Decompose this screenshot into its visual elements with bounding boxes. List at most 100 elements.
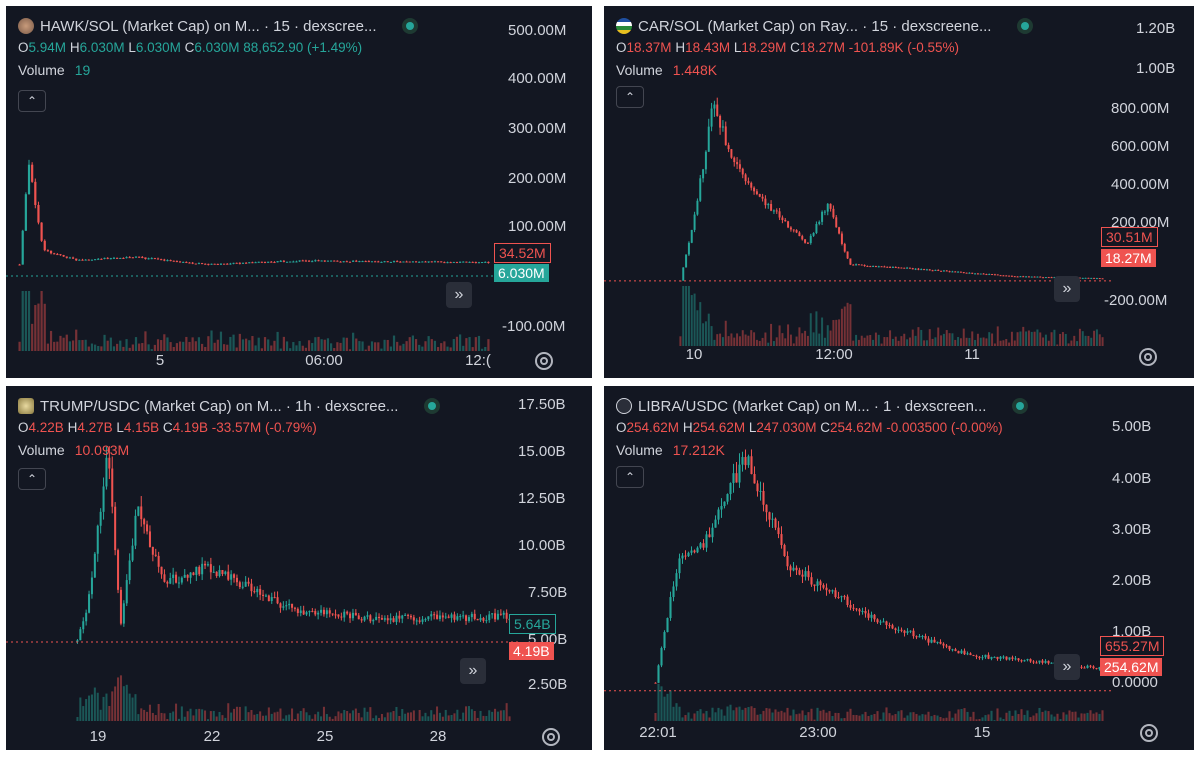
candle-body bbox=[682, 267, 685, 281]
candle-body bbox=[1044, 660, 1047, 663]
candle-body bbox=[1095, 668, 1098, 670]
volume-bar bbox=[380, 713, 383, 721]
volume-bar bbox=[894, 336, 897, 346]
candle-body bbox=[156, 258, 160, 260]
volume-bar bbox=[21, 291, 24, 351]
volume-bar bbox=[945, 330, 948, 346]
volume-bar bbox=[669, 690, 672, 721]
chart-panel-trump: TRUMP/USDC (Market Cap) on M... · 1h · d… bbox=[6, 386, 592, 750]
volume-bar bbox=[768, 708, 771, 721]
volume-bar bbox=[279, 708, 282, 721]
candle-body bbox=[948, 645, 951, 650]
settings-gear-icon[interactable] bbox=[535, 352, 553, 370]
candle-body bbox=[968, 272, 971, 274]
volume-bar bbox=[666, 693, 669, 721]
volume-bar bbox=[140, 708, 143, 721]
candle-body bbox=[756, 483, 759, 492]
candle-body bbox=[774, 518, 777, 528]
candle-body bbox=[897, 629, 900, 631]
volume-bar bbox=[317, 711, 320, 721]
candle-body bbox=[789, 227, 792, 230]
candle-body bbox=[467, 617, 470, 621]
candle-body bbox=[900, 629, 903, 631]
live-status-icon bbox=[1017, 18, 1034, 34]
settings-gear-icon[interactable] bbox=[542, 728, 560, 746]
volume-bar bbox=[696, 710, 699, 721]
collapse-legend-button[interactable]: ⌃ bbox=[18, 90, 46, 112]
candle-body bbox=[966, 653, 969, 655]
candle-body bbox=[930, 639, 933, 643]
volume-bar bbox=[957, 709, 960, 721]
candle-body bbox=[241, 586, 244, 588]
volume-bar bbox=[471, 347, 474, 351]
volume-bar bbox=[974, 339, 977, 346]
candle-body bbox=[1092, 666, 1095, 669]
candle-body bbox=[195, 566, 198, 575]
candle-body bbox=[846, 251, 849, 259]
candle-body bbox=[477, 262, 481, 264]
candle-body bbox=[301, 260, 304, 262]
volume-bar bbox=[911, 329, 914, 346]
scroll-to-realtime-button[interactable]: » bbox=[460, 658, 486, 684]
volume-bar bbox=[204, 346, 207, 351]
candle-body bbox=[959, 271, 962, 273]
candle-body bbox=[84, 259, 87, 261]
candle-body bbox=[450, 614, 453, 618]
collapse-legend-button[interactable]: ⌃ bbox=[616, 86, 644, 108]
settings-gear-icon[interactable] bbox=[1140, 724, 1158, 742]
volume-bar bbox=[443, 341, 446, 351]
scroll-to-realtime-button[interactable]: » bbox=[446, 282, 472, 308]
volume-bar bbox=[657, 683, 660, 721]
volume-bar bbox=[378, 717, 381, 721]
volume-bar bbox=[250, 709, 253, 721]
volume-bar bbox=[985, 338, 988, 346]
volume-bar bbox=[474, 337, 477, 351]
candle-body bbox=[273, 262, 276, 264]
candle-body bbox=[787, 221, 790, 228]
candle-body bbox=[870, 614, 873, 618]
candle-body bbox=[163, 259, 166, 261]
candle-body bbox=[965, 272, 968, 274]
candle-body bbox=[322, 609, 325, 615]
candle-body bbox=[206, 564, 209, 566]
candle-body bbox=[264, 595, 267, 597]
candle-body bbox=[314, 611, 317, 615]
volume-bar bbox=[787, 324, 790, 346]
volume-bar bbox=[248, 340, 251, 351]
candle-body bbox=[386, 261, 389, 263]
candle-body bbox=[438, 615, 441, 619]
volume-bar bbox=[727, 336, 730, 346]
volume-bar bbox=[189, 708, 192, 721]
candle-body bbox=[433, 261, 437, 263]
volume-bar bbox=[339, 342, 342, 351]
volume-bar bbox=[1071, 711, 1074, 721]
collapse-legend-button[interactable]: ⌃ bbox=[616, 466, 644, 488]
x-tick: 12:( bbox=[465, 352, 491, 369]
candle-body bbox=[339, 261, 342, 263]
volume-bar bbox=[972, 711, 975, 721]
volume-bar bbox=[780, 710, 783, 721]
candle-body bbox=[866, 265, 869, 267]
volume-bar bbox=[262, 715, 265, 721]
scroll-to-realtime-button[interactable]: » bbox=[1054, 276, 1080, 302]
volume-bar bbox=[795, 714, 798, 721]
volume-bar bbox=[499, 710, 502, 721]
volume-bar bbox=[389, 712, 392, 721]
volume-bar bbox=[795, 336, 798, 346]
settings-gear-icon[interactable] bbox=[1139, 348, 1157, 366]
scroll-to-realtime-button[interactable]: » bbox=[1054, 654, 1080, 680]
candle-body bbox=[502, 612, 505, 615]
candle-body bbox=[100, 258, 103, 260]
candle-body bbox=[990, 657, 993, 659]
candle-body bbox=[888, 625, 891, 627]
candle-body bbox=[996, 274, 999, 276]
candle-body bbox=[816, 581, 819, 586]
volume-bar bbox=[119, 340, 122, 351]
collapse-legend-button[interactable]: ⌃ bbox=[18, 468, 46, 490]
volume-bar bbox=[1022, 326, 1025, 346]
candle-body bbox=[1035, 662, 1038, 664]
volume-bar bbox=[351, 710, 354, 721]
candle-body bbox=[109, 258, 112, 260]
candle-body bbox=[209, 564, 212, 573]
volume-bar bbox=[1078, 328, 1081, 346]
